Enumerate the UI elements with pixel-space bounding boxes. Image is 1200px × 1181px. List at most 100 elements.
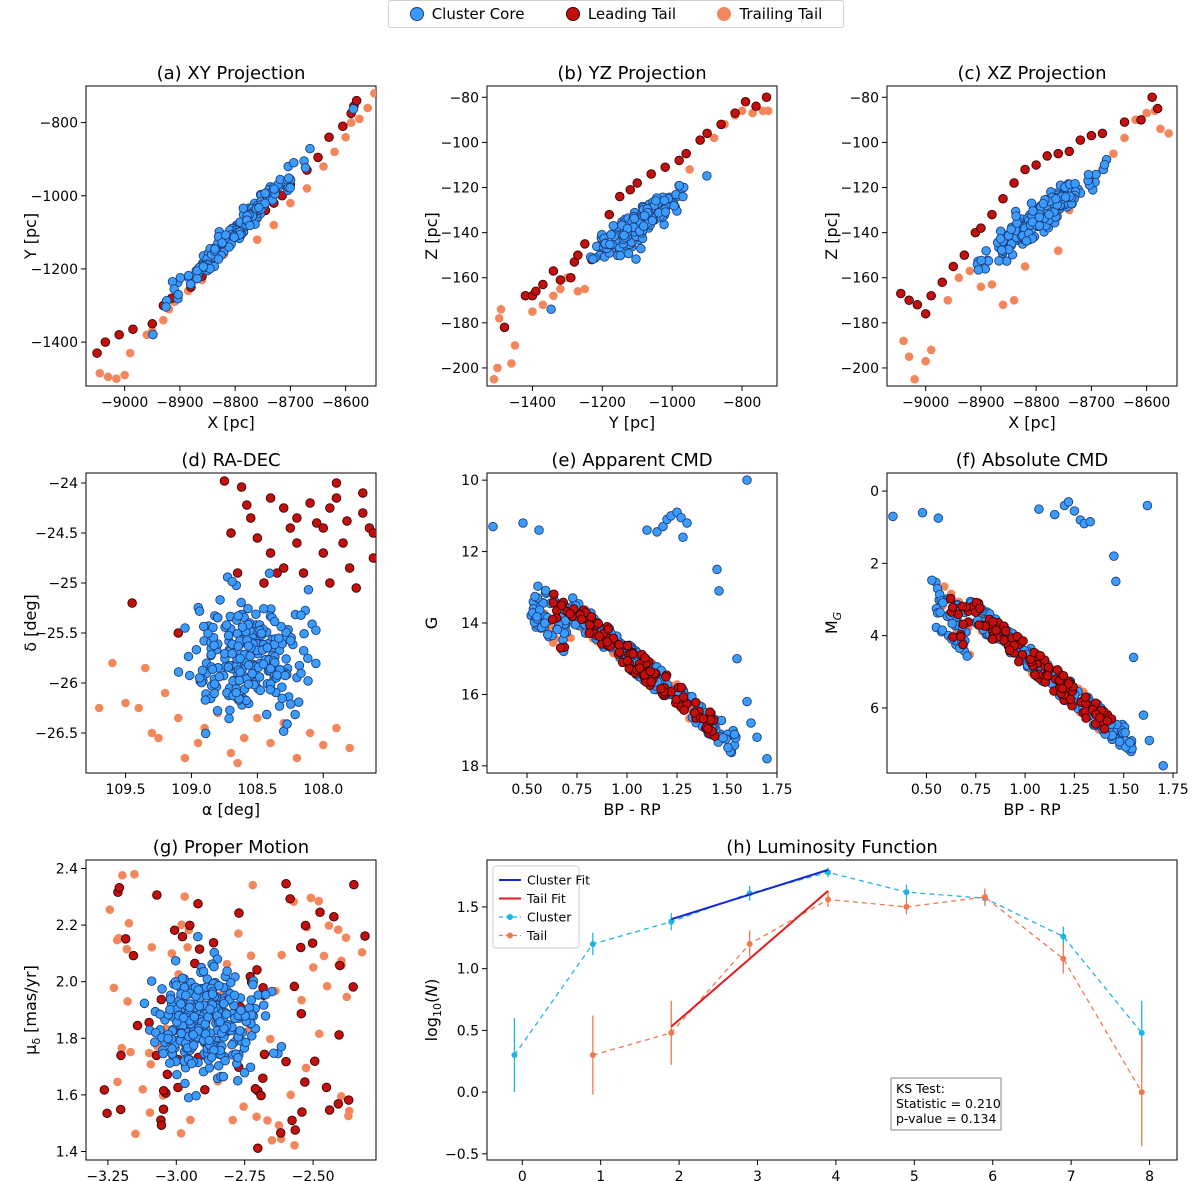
core-point: [937, 625, 948, 635]
trailing-tail-point: [267, 1135, 277, 1145]
core-point: [269, 616, 280, 627]
y-tick-label-a: −1400: [31, 335, 78, 351]
x-axis-label-b: Y [pc]: [608, 413, 655, 432]
core-point: [247, 1031, 257, 1041]
core-point: [1069, 506, 1080, 516]
leading-tail-point: [318, 523, 329, 533]
x-tick-label-e: 1.00: [611, 782, 642, 798]
core-point: [203, 628, 213, 639]
trailing-tail-point: [330, 147, 339, 157]
leading-tail-point: [1042, 151, 1052, 161]
trailing-tail-point: [239, 1102, 248, 1111]
core-point: [1144, 735, 1155, 746]
core-point: [1051, 194, 1061, 204]
leading-tail-point: [114, 882, 125, 893]
core-point: [518, 518, 528, 528]
chart-title-f: (f) Absolute CMD: [956, 450, 1108, 471]
leading-tail-point: [1058, 670, 1069, 681]
core-point: [636, 243, 646, 254]
leading-tail-point: [276, 1128, 286, 1138]
leading-tail-point: [324, 132, 334, 142]
core-point: [540, 618, 550, 628]
leading-tail-point: [975, 603, 985, 613]
leading-tail-point: [751, 101, 761, 112]
y-tick-label-c: −100: [841, 135, 879, 151]
legend-label: Cluster Fit: [527, 873, 590, 888]
legend-label-leading: Leading Tail: [587, 5, 677, 23]
trailing-tail-point: [538, 300, 548, 310]
leading-tail-point: [102, 1108, 112, 1119]
core-point: [732, 653, 742, 664]
trailing-tail-point: [510, 341, 520, 350]
trailing-tail-point: [239, 733, 249, 743]
core-point: [212, 706, 223, 716]
y-tick-label-a: −1200: [31, 262, 78, 278]
core-point: [546, 304, 556, 315]
core-point: [146, 976, 157, 986]
x-tick-label-h: 6: [988, 1169, 997, 1181]
series-line-tail: [592, 896, 1143, 1093]
core-point: [204, 1035, 214, 1046]
leading-tail-point: [156, 1120, 167, 1130]
trailing-tail-point: [112, 935, 122, 945]
core-point: [245, 1062, 256, 1072]
leading-tail-point: [329, 911, 339, 922]
core-point: [530, 591, 540, 602]
trailing-tail-point: [95, 368, 105, 378]
trailing-tail-point: [234, 929, 243, 938]
core-point: [629, 213, 639, 224]
leading-tail-point: [974, 620, 984, 630]
trailing-tail-point: [233, 758, 242, 768]
core-point: [224, 713, 234, 724]
leading-tail-point: [676, 682, 687, 693]
x-tick-label-c: −8600: [1123, 395, 1170, 411]
data-point: [668, 918, 675, 925]
trailing-tail-point: [122, 944, 132, 954]
y-tick-label-g: 2.4: [56, 861, 78, 877]
leading-tail-point: [147, 319, 158, 329]
trailing-tail-point: [123, 997, 132, 1006]
x-axis-label-e: BP - RP: [603, 800, 661, 819]
core-point: [995, 234, 1006, 244]
core-point: [1070, 179, 1080, 189]
trailing-tail-point: [263, 1116, 272, 1125]
leading-tail-point: [628, 649, 638, 659]
core-point: [285, 183, 295, 193]
leading-tail-point: [313, 152, 323, 163]
leading-tail-point: [325, 578, 335, 588]
core-point: [247, 668, 257, 679]
core-point: [148, 329, 158, 340]
y-tick-label-c: −180: [841, 316, 879, 332]
trailing-tail-point: [159, 315, 168, 325]
leading-tail-point: [333, 1099, 344, 1109]
y-tick-label-c: −80: [849, 90, 879, 106]
leading-tail-point: [120, 934, 131, 944]
chart-title-d: (d) RA-DEC: [181, 450, 280, 471]
trailing-tail-point: [341, 132, 350, 142]
trailing-tail-point: [318, 740, 328, 750]
core-point: [1038, 198, 1049, 209]
core-point: [265, 663, 276, 674]
core-point: [718, 733, 728, 743]
chart-a: (a) XY Projection −9000 −8900 −8800 −8700 −86…: [21, 63, 377, 432]
core-point: [186, 1058, 197, 1069]
core-point: [213, 254, 224, 264]
leading-tail-point: [603, 624, 614, 634]
leading-tail-point: [576, 614, 587, 625]
trailing-tail-point: [120, 370, 129, 380]
data-point: [511, 1052, 518, 1059]
leading-tail-point: [1099, 724, 1110, 734]
x-tick-label-h: 3: [753, 1169, 762, 1181]
leading-tail-point: [920, 309, 931, 319]
y-tick-label-b: −160: [441, 271, 479, 287]
leading-tail-point: [937, 277, 947, 287]
data-point: [746, 940, 753, 947]
trailing-tail-point: [167, 949, 177, 958]
core-point: [1125, 737, 1135, 748]
series-line-tail-fit: [670, 890, 829, 1028]
leading-tail-point: [531, 286, 541, 297]
trailing-tail-point: [493, 363, 502, 373]
y-tick-label-c: −160: [841, 271, 879, 287]
core-point: [276, 1042, 287, 1052]
core-point: [723, 742, 733, 753]
